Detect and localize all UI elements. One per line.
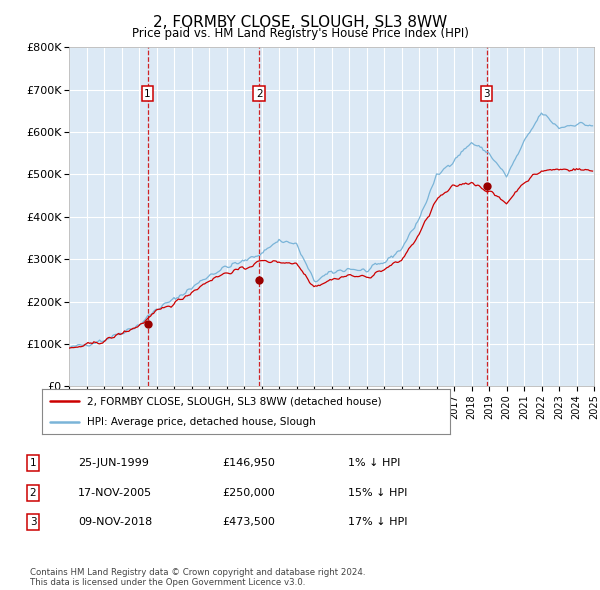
Text: HPI: Average price, detached house, Slough: HPI: Average price, detached house, Slou…: [87, 417, 316, 427]
Text: £146,950: £146,950: [222, 458, 275, 468]
Text: 17% ↓ HPI: 17% ↓ HPI: [348, 517, 407, 527]
Text: 1% ↓ HPI: 1% ↓ HPI: [348, 458, 400, 468]
Text: 3: 3: [29, 517, 37, 527]
Text: 25-JUN-1999: 25-JUN-1999: [78, 458, 149, 468]
Text: 3: 3: [483, 89, 490, 99]
Text: 09-NOV-2018: 09-NOV-2018: [78, 517, 152, 527]
Text: Price paid vs. HM Land Registry's House Price Index (HPI): Price paid vs. HM Land Registry's House …: [131, 27, 469, 40]
Text: 17-NOV-2005: 17-NOV-2005: [78, 488, 152, 497]
Text: 2: 2: [29, 488, 37, 497]
Text: 2: 2: [256, 89, 263, 99]
Text: £473,500: £473,500: [222, 517, 275, 527]
Text: 2, FORMBY CLOSE, SLOUGH, SL3 8WW: 2, FORMBY CLOSE, SLOUGH, SL3 8WW: [153, 15, 447, 30]
Text: 1: 1: [29, 458, 37, 468]
Text: 2, FORMBY CLOSE, SLOUGH, SL3 8WW (detached house): 2, FORMBY CLOSE, SLOUGH, SL3 8WW (detach…: [87, 396, 382, 407]
Text: Contains HM Land Registry data © Crown copyright and database right 2024.
This d: Contains HM Land Registry data © Crown c…: [30, 568, 365, 587]
Text: 15% ↓ HPI: 15% ↓ HPI: [348, 488, 407, 497]
Text: £250,000: £250,000: [222, 488, 275, 497]
Text: 1: 1: [144, 89, 151, 99]
